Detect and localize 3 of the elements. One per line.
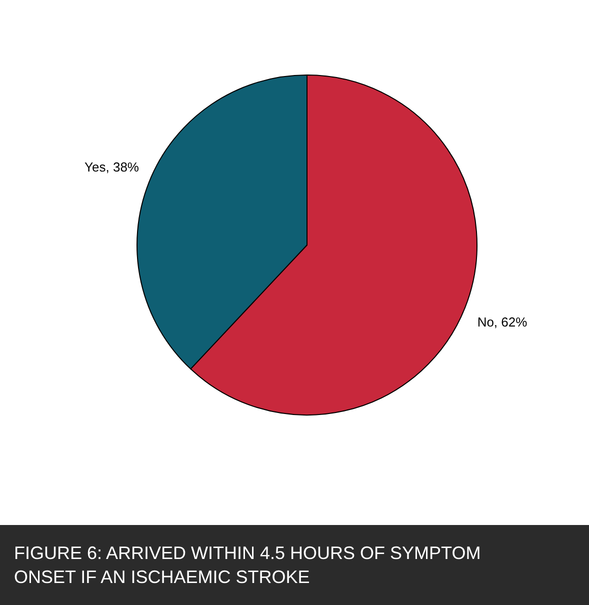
slice-label: Yes, 38% xyxy=(84,160,140,175)
text: FIGURE 6: ARRIVED WITHIN 4.5 HOURS OF SYMPTOM ONSET IF AN ISCHAEMIC STROKE xyxy=(14,543,481,587)
slice-label: No, 62% xyxy=(477,314,528,330)
